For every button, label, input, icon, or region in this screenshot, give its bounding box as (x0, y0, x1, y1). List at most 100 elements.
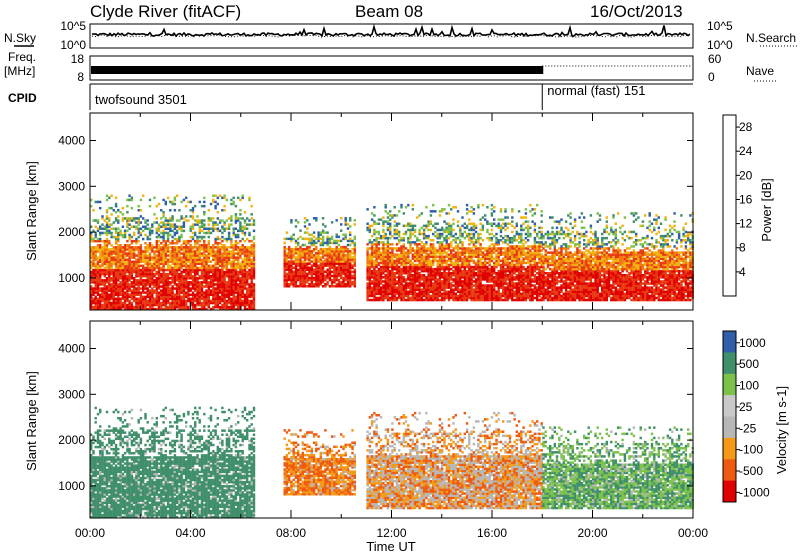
echo-cell (243, 281, 247, 284)
echo-cell (288, 276, 291, 280)
echo-cell (194, 223, 197, 226)
echo-cell (155, 283, 158, 286)
echo-cell (105, 254, 109, 257)
echo-cell (395, 288, 399, 291)
echo-cell (101, 299, 104, 303)
echo-cell (484, 278, 487, 281)
echo-cell (283, 250, 286, 253)
echo-cell (203, 258, 206, 261)
echo-cell (340, 217, 343, 220)
echo-cell (288, 283, 291, 286)
echo-cell (391, 247, 394, 250)
echo-cell (214, 295, 217, 299)
echo-cell (205, 281, 208, 284)
echo-cell (221, 293, 224, 296)
echo-cell (481, 286, 485, 289)
echo-cell (110, 248, 113, 251)
echo-cell (157, 202, 161, 206)
echo-cell (248, 291, 251, 294)
echo-cell (459, 241, 462, 244)
echo-cell (178, 268, 181, 272)
echo-cell (108, 256, 111, 259)
echo-cell (227, 279, 231, 282)
echo-cell (389, 282, 392, 285)
echo-cell (303, 252, 307, 255)
echo-cell (128, 275, 131, 278)
echo-cell (432, 269, 435, 273)
echo-cell (353, 274, 356, 278)
echo-cell (114, 285, 118, 288)
echo-cell (404, 288, 408, 291)
echo-cell (162, 250, 165, 253)
echo-cell (191, 225, 195, 228)
echo-cell (128, 285, 131, 288)
echo-cell (283, 274, 286, 278)
echo-cell (379, 286, 383, 289)
echo-cell (317, 264, 320, 267)
echo-cell (221, 225, 224, 228)
echo-cell (407, 272, 410, 275)
echo-cell (344, 254, 347, 257)
echo-cell (413, 276, 417, 279)
echo-cell (209, 281, 213, 284)
echo-cell (155, 301, 158, 305)
echo-cell (148, 254, 152, 257)
echo-cell (477, 247, 480, 250)
echo-cell (373, 251, 376, 254)
echo-cell (241, 272, 244, 276)
echo-cell (420, 249, 423, 252)
echo-cell (230, 303, 233, 307)
echo-cell (142, 272, 145, 276)
echo-cell (398, 247, 401, 250)
echo-cell (321, 262, 325, 265)
echo-cell (223, 223, 226, 226)
echo-cell (425, 243, 428, 246)
echo-cell (427, 222, 430, 225)
echo-cell (425, 265, 428, 269)
echo-cell (441, 232, 444, 236)
echo-cell (117, 260, 120, 263)
echo-cell (189, 225, 192, 228)
echo-cell (389, 251, 392, 254)
echo-cell (225, 252, 229, 255)
echo-cell (126, 258, 129, 261)
echo-cell (379, 236, 383, 240)
echo-cell (288, 250, 291, 253)
echo-cell (324, 231, 327, 234)
echo-cell (468, 288, 471, 291)
echo-cell (342, 266, 345, 269)
echo-cell (438, 298, 442, 302)
echo-cell (246, 291, 249, 294)
echo-cell (375, 259, 378, 263)
echo-cell (135, 239, 138, 243)
echo-cell (395, 267, 399, 271)
echo-cell (411, 276, 414, 279)
echo-cell (200, 260, 204, 263)
echo-cell (189, 277, 192, 280)
echo-cell (474, 239, 478, 242)
echo-cell (96, 229, 100, 233)
echo-cell (337, 280, 341, 284)
echo-cell (103, 285, 106, 288)
echo-cell (227, 275, 231, 278)
echo-cell (94, 264, 97, 268)
echo-cell (386, 216, 390, 219)
echo-cell (447, 245, 451, 248)
echo-cell (326, 241, 329, 245)
echo-cell (230, 223, 233, 226)
echo-cell (151, 287, 154, 290)
echo-cell (445, 236, 448, 240)
echo-cell (130, 301, 134, 305)
echo-cell (248, 287, 251, 290)
echo-cell (422, 234, 426, 238)
echo-cell (315, 245, 318, 249)
echo-cell (429, 220, 433, 223)
echo-cell (303, 270, 307, 274)
echo-cell (218, 221, 222, 224)
echo-cell (99, 256, 102, 259)
echo-cell (101, 270, 104, 274)
echo-cell (198, 291, 201, 294)
echo-cell (114, 289, 118, 292)
echo-cell (321, 239, 325, 243)
echo-cell (123, 264, 127, 268)
